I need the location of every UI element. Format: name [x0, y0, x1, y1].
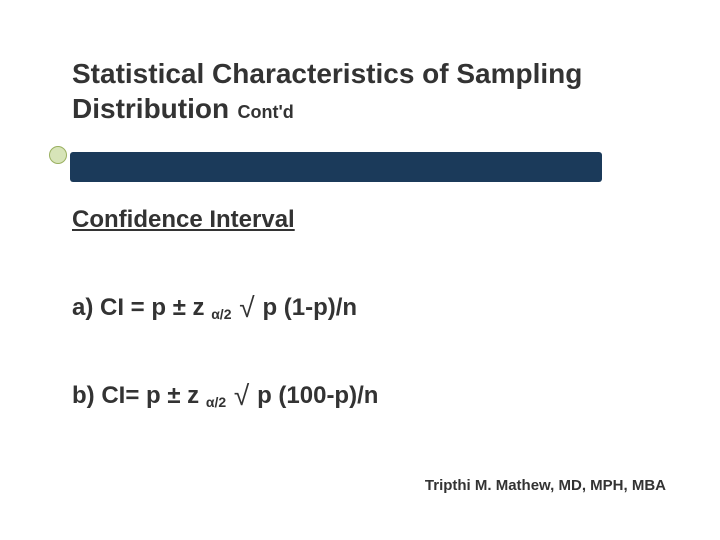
- formula-b-rest: p (100-p)/n: [257, 382, 378, 409]
- formula-b-subscript: α/2: [206, 394, 226, 410]
- formula-a-rest: p (1-p)/n: [262, 294, 357, 321]
- subtitle: Confidence Interval: [72, 206, 295, 234]
- formula-b-sqrt: √: [226, 380, 257, 411]
- slide: Statistical Characteristics of Sampling …: [0, 0, 720, 540]
- title-line1: Statistical Characteristics of Sampling: [72, 56, 582, 91]
- formula-a-prefix: a) CI = p ± z: [72, 294, 211, 321]
- formula-b: b) CI= p ± z α/2 √ p (100-p)/n: [72, 378, 378, 410]
- title-contd: Cont'd: [238, 102, 294, 122]
- formula-a-sqrt: √: [232, 292, 263, 323]
- formula-a: a) CI = p ± z α/2 √ p (1-p)/n: [72, 290, 357, 322]
- title-underline-bar: [70, 152, 602, 182]
- author-credit: Tripthi M. Mathew, MD, MPH, MBA: [425, 477, 666, 494]
- formula-a-subscript: α/2: [211, 306, 231, 322]
- bullet-icon: [49, 146, 67, 164]
- title-line2-row: Distribution Cont'd: [72, 91, 582, 126]
- formula-b-prefix: b) CI= p ± z: [72, 382, 206, 409]
- slide-title: Statistical Characteristics of Sampling …: [72, 56, 582, 126]
- title-line2: Distribution: [72, 93, 229, 124]
